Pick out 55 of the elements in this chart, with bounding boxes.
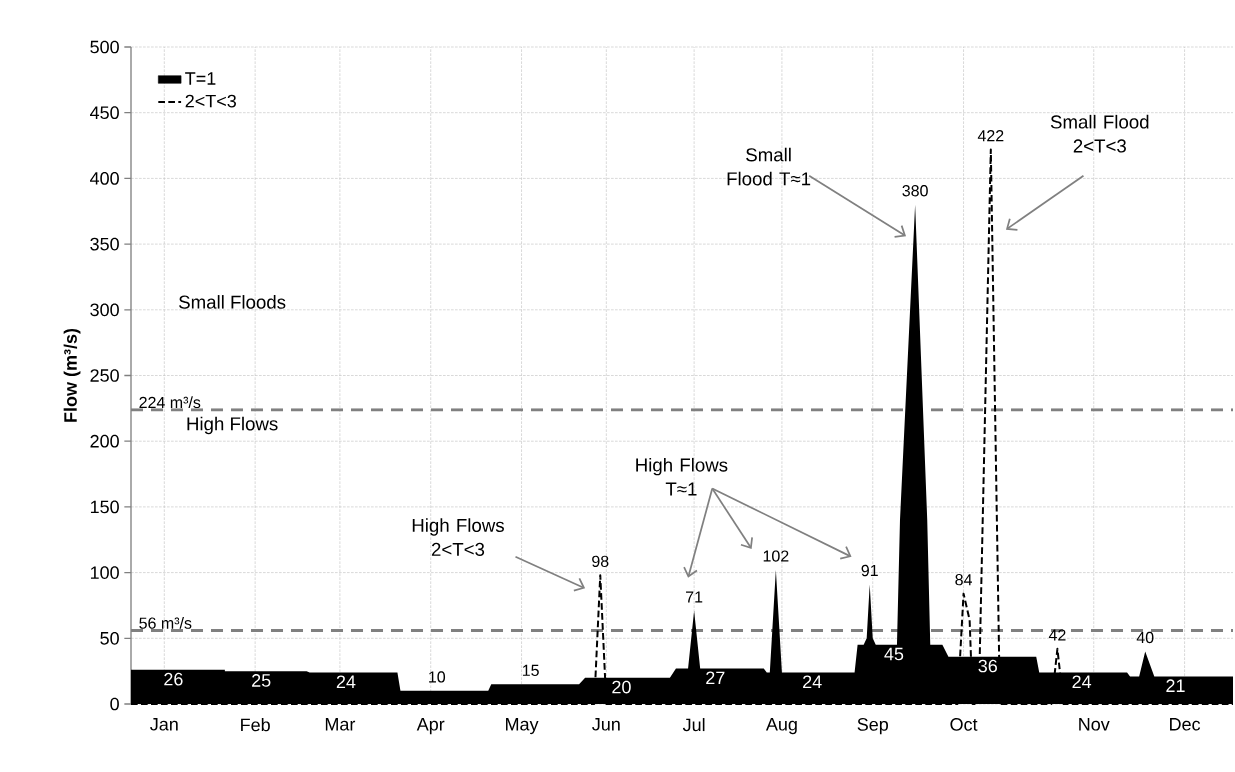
data-label: 45: [884, 647, 904, 661]
y-tick-label: 50: [100, 631, 119, 645]
legend-label: 2<T<3: [185, 94, 236, 108]
y-tick-label: 350: [90, 237, 119, 251]
x-tick-label: Mar: [325, 718, 356, 731]
y-tick-label: 100: [90, 566, 119, 579]
data-label: 42: [1048, 629, 1066, 641]
legend-label: T=1: [185, 72, 216, 85]
y-tick-label: 450: [90, 106, 119, 120]
data-label: 27: [706, 671, 725, 685]
data-label: 15: [522, 664, 539, 677]
data-label: 10: [429, 671, 446, 683]
annotation: Small Flood 2<T<3: [1050, 114, 1149, 153]
x-tick-label: Nov: [1079, 718, 1110, 731]
annotation: High Flows 2<T<3: [412, 518, 504, 556]
x-tick-label: Jul: [682, 718, 705, 732]
x-tick-label: Oct: [950, 718, 978, 731]
data-label: 36: [978, 659, 997, 673]
y-tick-label: 200: [90, 434, 119, 448]
data-label: 422: [977, 130, 1004, 142]
annotation: Small Flood T≈1: [727, 147, 811, 186]
x-tick-label: May: [506, 718, 539, 735]
x-tick-label: Jan: [150, 718, 178, 731]
y-tick-label: 250: [90, 369, 119, 382]
ref-line-label: 56 m³/s: [139, 617, 192, 629]
y-tick-label: 300: [90, 303, 119, 317]
y-tick-label: 0: [110, 697, 119, 711]
y-tick-label: 400: [90, 172, 119, 185]
x-tick-label: Feb: [241, 718, 270, 732]
y-axis-title: Flow (m³/s): [63, 328, 81, 422]
data-label: 21: [1166, 679, 1185, 692]
data-label: 24: [336, 675, 356, 688]
annotation: High Flows T≈1: [636, 457, 728, 496]
y-tick-label: 500: [90, 40, 119, 54]
x-tick-label: Sep: [857, 718, 888, 735]
data-label: 20: [612, 680, 631, 694]
x-tick-label: Jun: [592, 718, 620, 731]
annotation: Small Floods: [179, 295, 286, 309]
x-tick-label: Dec: [1170, 718, 1201, 731]
data-label: 71: [686, 591, 703, 603]
ref-line-label: 224 m³/s: [139, 396, 201, 409]
x-tick-label: Aug: [765, 718, 797, 735]
data-label: 24: [1072, 675, 1092, 688]
data-label: 24: [803, 675, 822, 688]
data-label: 102: [763, 550, 789, 562]
y-tick-label: 150: [90, 500, 119, 514]
data-label: 25: [252, 674, 271, 687]
data-label: 40: [1136, 631, 1154, 644]
data-label: 380: [902, 185, 928, 197]
data-label: 98: [592, 555, 609, 567]
data-label: 84: [955, 574, 972, 586]
annotation: High Flows: [187, 416, 278, 435]
x-tick-label: Apr: [416, 718, 445, 735]
data-label: 91: [861, 564, 878, 577]
data-label: 26: [164, 672, 183, 686]
